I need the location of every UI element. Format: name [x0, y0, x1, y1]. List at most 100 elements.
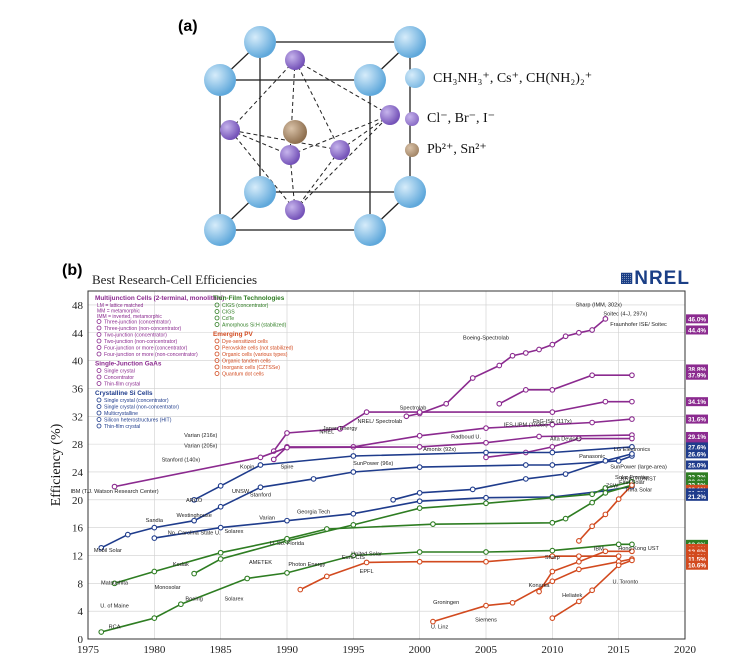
point-annotation: Varian: [259, 515, 275, 521]
legend-marker: [96, 417, 102, 422]
y-tick-label: 44: [72, 328, 84, 340]
data-point: [191, 570, 197, 577]
legend-entry: Four-junction or more (concentrator): [104, 346, 188, 352]
data-point: [257, 462, 264, 468]
data-point: [562, 471, 569, 477]
point-annotation: Stanford: [250, 492, 271, 498]
data-point: [363, 559, 370, 566]
value-badge: [686, 314, 708, 324]
data-point: [536, 346, 542, 353]
x-tick-label: 1980: [143, 644, 166, 656]
y-tick-label: 24: [72, 467, 84, 479]
plot-frame: [87, 290, 686, 640]
data-point: [629, 548, 635, 555]
data-point: [483, 500, 489, 507]
data-point: [602, 457, 609, 464]
value-badge: [686, 460, 708, 470]
data-point: [549, 568, 556, 575]
a-site-ion: [394, 26, 426, 58]
legend-entry: Single crystal: [104, 369, 135, 375]
data-point: [483, 425, 489, 431]
data-point: [602, 548, 609, 555]
data-point: [589, 372, 595, 379]
legend-marker: [96, 351, 102, 357]
data-point: [416, 558, 423, 565]
x-site-ion: [285, 200, 305, 220]
data-point: [416, 549, 423, 555]
legend-marker: [214, 315, 220, 321]
legend-note: IMM = inverted, metamorphic: [97, 314, 162, 320]
data-point: [589, 499, 595, 506]
legend-entry: Two-junction (non-concentrator): [104, 339, 178, 345]
data-point: [403, 413, 410, 420]
x-site-ion: [330, 140, 350, 160]
point-annotation: NREL/ Spectrolab: [357, 419, 402, 425]
data-point: [469, 486, 476, 493]
legend-marker: [96, 368, 102, 373]
data-point: [562, 333, 569, 340]
legend-group-title: Multijunction Cells (2-terminal, monolit…: [95, 295, 224, 302]
data-point: [430, 618, 436, 625]
nrel-logo: ▦NREL: [620, 268, 690, 290]
point-annotation: Sharp (IMM, 302x): [576, 302, 622, 308]
data-point: [217, 483, 224, 489]
x-tick-label: 1975: [77, 644, 100, 656]
point-annotation: Radboud U.: [451, 435, 481, 441]
y-tick-label: 16: [72, 523, 84, 535]
x-tick-label: 1985: [210, 644, 233, 656]
data-point: [350, 469, 357, 475]
value-badge-label: 46.0%: [688, 316, 706, 323]
data-point: [615, 553, 622, 560]
data-point: [536, 588, 542, 595]
data-point: [284, 430, 290, 436]
data-point: [509, 352, 516, 359]
value-badge: [686, 370, 708, 380]
data-point: [416, 444, 423, 450]
point-annotation: EPFL: [360, 569, 374, 575]
data-point: [483, 439, 489, 446]
point-annotation: U. Linz: [431, 625, 449, 631]
point-annotation: Solarex: [224, 529, 243, 535]
data-point: [549, 444, 556, 450]
data-point: [602, 315, 609, 322]
value-badge-label: 44.4%: [688, 327, 706, 334]
data-point: [549, 462, 556, 468]
x-site-ion: [220, 120, 240, 140]
legend-entry: Two-junction (concentrator): [104, 333, 167, 339]
data-point: [576, 566, 582, 573]
data-point: [629, 398, 635, 405]
data-point: [217, 524, 224, 531]
data-point: [416, 498, 423, 505]
data-point: [217, 556, 224, 562]
x-site-ion: [285, 50, 305, 70]
legend-marker: [214, 309, 220, 314]
data-point: [589, 523, 595, 530]
data-point: [576, 553, 582, 560]
point-annotation: Fraunhofer ISE/ Soitec: [610, 322, 667, 328]
point-annotation: Solar Frontier: [615, 475, 649, 481]
data-point: [416, 409, 423, 415]
data-point: [549, 547, 556, 554]
legend-b-site-text: Pb²⁺, Sn²⁺: [427, 142, 487, 157]
point-annotation: Kopin: [240, 464, 254, 470]
data-point: [257, 484, 264, 491]
data-point: [536, 433, 542, 440]
data-point: [98, 544, 105, 551]
legend-entry: Organic tandem cells: [222, 359, 271, 365]
legend-marker: [96, 325, 102, 331]
data-point: [416, 464, 423, 470]
point-annotation: IBM: [594, 547, 604, 553]
data-point: [483, 494, 489, 501]
series-line: [273, 400, 632, 452]
data-point: [178, 601, 184, 608]
octahedron-edges: [229, 59, 391, 211]
data-point: [549, 553, 556, 560]
x-tick-label: 2015: [608, 644, 631, 656]
point-annotation: Euro-CIS: [342, 555, 365, 561]
point-annotation: U. of Maine: [100, 604, 129, 610]
data-point: [284, 535, 290, 542]
legend-marker: [96, 381, 102, 386]
data-point: [629, 451, 635, 457]
legend-entry: Three-junction (non-concentrator): [104, 326, 182, 332]
data-point: [629, 541, 635, 548]
